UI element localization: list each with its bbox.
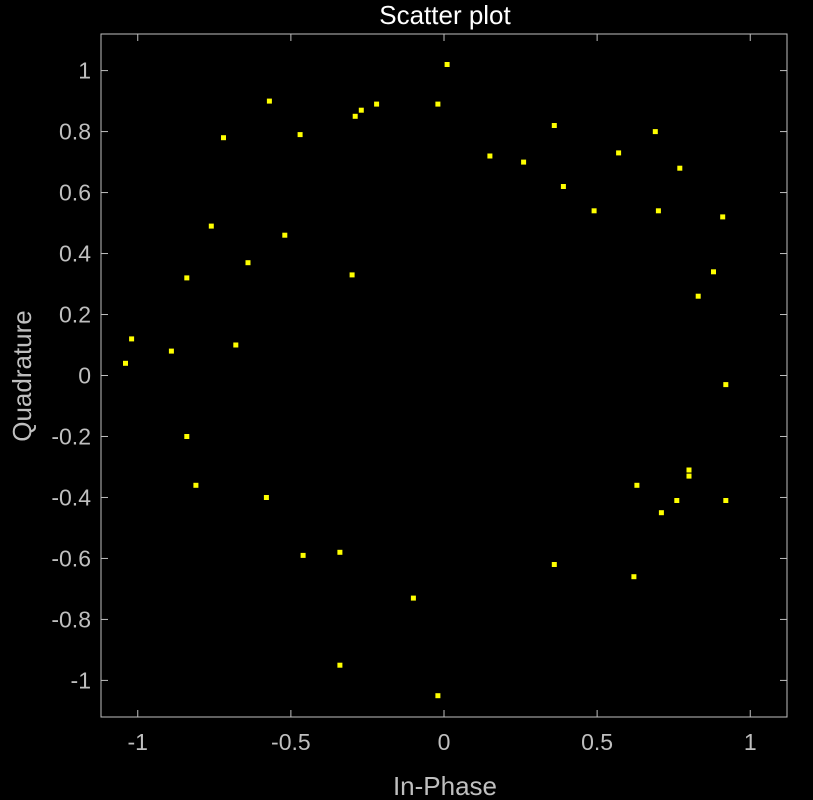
data-point: [358, 107, 364, 113]
data-point: [263, 495, 269, 500]
data-point: [435, 101, 441, 107]
data-point: [300, 552, 306, 558]
x-axis-label: In-Phase: [393, 771, 497, 800]
y-axis-label: Quadrature: [7, 310, 37, 442]
y-tick-label: 0.6: [59, 180, 91, 206]
y-tick-label: -0.4: [51, 484, 91, 510]
y-tick-label: 1: [78, 58, 91, 84]
y-tick-label: 0.4: [59, 241, 91, 267]
data-point: [435, 693, 441, 699]
data-point: [655, 208, 661, 214]
data-point: [723, 498, 729, 503]
x-tick-label: -1: [128, 729, 148, 755]
data-point: [168, 348, 174, 354]
data-point: [658, 510, 664, 516]
data-point: [374, 101, 380, 107]
y-tick-label: 0.8: [59, 119, 91, 145]
data-point: [720, 214, 726, 220]
y-tick-label: -0.6: [51, 545, 91, 571]
data-point: [221, 135, 226, 141]
data-point: [184, 275, 190, 281]
data-point: [337, 549, 343, 555]
x-tick-label: 1: [744, 729, 757, 755]
x-tick-label: -0.5: [271, 729, 311, 755]
data-point: [487, 153, 493, 159]
x-tick-label: 0.5: [581, 729, 613, 755]
data-point: [444, 62, 450, 67]
data-point: [184, 434, 190, 439]
y-tick-label: 0: [78, 363, 91, 389]
data-point: [297, 132, 303, 138]
x-tick-labels: -1 -0.5 0 0.5 1: [128, 729, 757, 755]
data-point: [634, 482, 640, 488]
data-point: [129, 336, 135, 342]
y-tick-label: -0.8: [51, 606, 91, 632]
y-tick-label: -0.2: [51, 423, 91, 449]
chart-title: Scatter plot: [379, 0, 511, 30]
data-point: [208, 223, 214, 229]
data-point: [352, 113, 358, 119]
data-point: [266, 98, 272, 104]
data-point: [686, 473, 692, 479]
y-ticks: [101, 70, 787, 681]
data-point: [123, 360, 128, 366]
data-point: [674, 498, 680, 503]
data-point: [349, 272, 355, 278]
data-point: [233, 342, 239, 348]
data-point: [723, 382, 729, 388]
data-point: [245, 260, 251, 266]
data-point: [521, 159, 527, 165]
x-ticks: [137, 34, 751, 717]
data-point: [410, 595, 416, 601]
data-point: [695, 293, 701, 299]
y-tick-label: -1: [71, 667, 91, 693]
data-point: [560, 184, 566, 189]
data-point: [282, 232, 288, 238]
data-point: [686, 467, 692, 473]
y-tick-labels: 1 0.8 0.6 0.4 0.2 0 -0.2 -0.4 -0.6 -0.8 -1: [51, 58, 91, 694]
data-point: [711, 269, 716, 275]
data-point: [616, 150, 622, 156]
data-point: [591, 208, 597, 214]
data-point: [631, 574, 637, 580]
data-point: [551, 562, 557, 567]
data-point: [677, 165, 683, 171]
data-points: [123, 62, 729, 699]
data-point: [337, 662, 343, 668]
x-tick-label: 0: [438, 729, 451, 755]
data-point: [652, 129, 658, 135]
data-point: [551, 123, 557, 128]
data-point: [193, 482, 199, 488]
y-tick-label: 0.2: [59, 302, 91, 328]
